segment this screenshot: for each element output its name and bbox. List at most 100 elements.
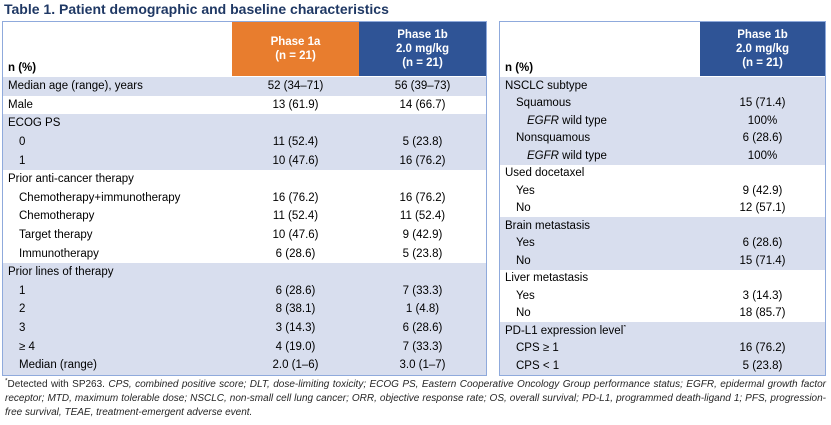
table-row: PD-L1 expression level* bbox=[500, 322, 825, 340]
row-value: 9 (42.9) bbox=[402, 229, 443, 242]
right-table-body: NSCLC subtype Squamous 15 (71.4) EGFR wild … bbox=[500, 77, 825, 375]
footnote-reference-marker: * bbox=[623, 324, 627, 331]
row-value: 7 (33.3) bbox=[402, 340, 443, 353]
row-value: 2.0 (1–6) bbox=[272, 359, 319, 372]
row-label: Median age (range), years bbox=[8, 80, 143, 93]
table-row: Liver metastasis bbox=[500, 269, 825, 287]
table-row: ECOG PS bbox=[3, 114, 486, 133]
table-row: CPS < 1 5 (23.8) bbox=[500, 357, 825, 375]
footnote: *Detected with SP263. CPS, combined posi… bbox=[5, 378, 826, 419]
table-row: Median (range) 2.0 (1–6) 3.0 (1–7) bbox=[3, 355, 486, 375]
table-row: Median age (range), years 52 (34–71) 56 (3… bbox=[3, 77, 486, 96]
row-label: Squamous bbox=[516, 97, 571, 110]
row-label: 1 bbox=[19, 284, 26, 297]
row-label: Prior anti-cancer therapy bbox=[8, 173, 134, 186]
row-label: Immunotherapy bbox=[19, 247, 99, 260]
table-row: No 12 (57.1) bbox=[500, 199, 825, 217]
row-value: 10 (47.6) bbox=[272, 229, 319, 242]
row-value: 3 (14.3) bbox=[275, 322, 316, 335]
row-label: ECOG PS bbox=[8, 117, 61, 130]
row-label: PD-L1 expression level* bbox=[500, 325, 700, 337]
row-label: ≥ 4 bbox=[19, 340, 35, 353]
row-value: 8 (38.1) bbox=[275, 303, 316, 316]
table-row: 0 11 (52.4) 5 (23.8) bbox=[3, 132, 486, 152]
table-row: Chemotherapy+immunotherapy 16 (76.2) 16 (7… bbox=[3, 188, 486, 208]
row-label: Yes bbox=[516, 237, 535, 250]
gene-name-italic: EGFR bbox=[527, 114, 559, 127]
table-row: EGFR wild type 100% bbox=[500, 147, 825, 165]
row-value: 16 (76.2) bbox=[739, 342, 786, 355]
footnote-detection-text: Detected with SP263. bbox=[7, 379, 109, 390]
row-label: Median (range) bbox=[19, 359, 97, 372]
table-row: Used docetaxel bbox=[500, 164, 825, 182]
row-value: 52 (34–71) bbox=[267, 80, 324, 93]
row-value: 1 (4.8) bbox=[405, 303, 440, 316]
row-value: 18 (85.7) bbox=[739, 307, 786, 320]
table-row: Yes 9 (42.9) bbox=[500, 182, 825, 200]
row-label: Yes bbox=[516, 289, 535, 302]
row-value: 11 (52.4) bbox=[272, 210, 319, 223]
row-value: 6 (28.6) bbox=[742, 132, 783, 145]
table-row: No 15 (71.4) bbox=[500, 252, 825, 270]
row-label: Target therapy bbox=[19, 229, 93, 242]
row-value: 6 (28.6) bbox=[275, 247, 316, 260]
table-row: No 18 (85.7) bbox=[500, 304, 825, 322]
row-value: 9 (42.9) bbox=[742, 184, 783, 197]
table-row: Yes 3 (14.3) bbox=[500, 287, 825, 305]
row-value: 15 (71.4) bbox=[739, 254, 786, 267]
left-header-n-percent-label: n (%) bbox=[3, 22, 232, 76]
table-row: Prior anti-cancer therapy bbox=[3, 169, 486, 189]
row-value: 4 (19.0) bbox=[275, 340, 316, 353]
row-label: 2 bbox=[19, 303, 26, 316]
right-table-header: n (%) Phase 1b 2.0 mg/kg (n = 21) bbox=[500, 22, 825, 77]
left-header-phase1b-column: Phase 1b 2.0 mg/kg (n = 21) bbox=[359, 22, 486, 76]
row-value: 6 (28.6) bbox=[742, 237, 783, 250]
row-label: Chemotherapy bbox=[19, 210, 95, 223]
row-value: 11 (52.4) bbox=[399, 210, 446, 223]
row-value: 16 (76.2) bbox=[399, 154, 446, 167]
row-label: EGFR wild type bbox=[527, 149, 607, 162]
row-value: 7 (33.3) bbox=[402, 284, 443, 297]
table-row: Brain metastasis bbox=[500, 217, 825, 235]
row-label: Male bbox=[8, 98, 33, 111]
row-value: 10 (47.6) bbox=[272, 154, 319, 167]
row-label: 0 bbox=[19, 136, 26, 149]
left-header-phase1a-column: Phase 1a (n = 21) bbox=[232, 22, 359, 76]
row-label: EGFR wild type bbox=[527, 114, 607, 127]
row-value: 13 (61.9) bbox=[272, 98, 319, 111]
row-value: 100% bbox=[747, 114, 778, 127]
row-value: 11 (52.4) bbox=[272, 136, 319, 149]
table-row: 1 6 (28.6) 7 (33.3) bbox=[3, 281, 486, 301]
table-row: Yes 6 (28.6) bbox=[500, 234, 825, 252]
row-value: 16 (76.2) bbox=[272, 191, 319, 204]
row-label: No bbox=[516, 254, 531, 267]
row-value: 6 (28.6) bbox=[275, 284, 316, 297]
row-label: Liver metastasis bbox=[505, 272, 589, 285]
row-value: 56 (39–73) bbox=[394, 80, 451, 93]
table-row: Immunotherapy 6 (28.6) 5 (23.8) bbox=[3, 244, 486, 263]
table-row: 3 3 (14.3) 6 (28.6) bbox=[3, 318, 486, 338]
table-row: EGFR wild type 100% bbox=[500, 112, 825, 130]
table-title: Table 1. Patient demographic and baselin… bbox=[4, 1, 389, 17]
table-row: Squamous 15 (71.4) bbox=[500, 94, 825, 112]
table-row: Prior lines of therapy bbox=[3, 262, 486, 282]
row-value: 16 (76.2) bbox=[399, 191, 446, 204]
row-label: Nonsquamous bbox=[516, 132, 591, 145]
row-label: CPS < 1 bbox=[516, 359, 560, 372]
row-label: Prior lines of therapy bbox=[8, 266, 114, 279]
row-label: Yes bbox=[516, 184, 535, 197]
demographics-table-right: n (%) Phase 1b 2.0 mg/kg (n = 21) NSCLC … bbox=[499, 21, 826, 376]
row-value: 100% bbox=[747, 149, 778, 162]
row-label: Chemotherapy+immunotherapy bbox=[19, 191, 181, 204]
row-label: Brain metastasis bbox=[505, 219, 591, 232]
row-label: 3 bbox=[19, 322, 26, 335]
table-row: CPS ≥ 1 16 (76.2) bbox=[500, 339, 825, 357]
right-header-phase1b-column: Phase 1b 2.0 mg/kg (n = 21) bbox=[700, 22, 825, 76]
table-row: 2 8 (38.1) 1 (4.8) bbox=[3, 300, 486, 319]
row-label: NSCLC subtype bbox=[505, 79, 588, 92]
table-row: Nonsquamous 6 (28.6) bbox=[500, 129, 825, 147]
table-row: Target therapy 10 (47.6) 9 (42.9) bbox=[3, 225, 486, 245]
row-value: 5 (23.8) bbox=[742, 359, 783, 372]
table-row: Chemotherapy 11 (52.4) 11 (52.4) bbox=[3, 207, 486, 226]
row-value: 14 (66.7) bbox=[399, 98, 446, 111]
